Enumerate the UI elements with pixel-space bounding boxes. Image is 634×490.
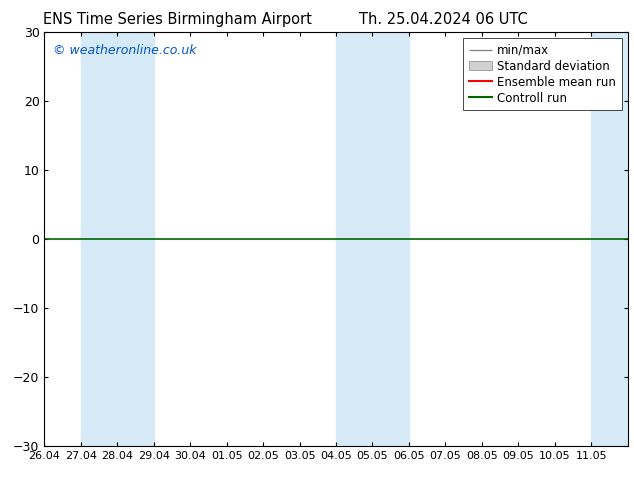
Text: ENS Time Series Birmingham Airport: ENS Time Series Birmingham Airport [43, 12, 312, 27]
Bar [336, 32, 409, 446]
Bar [591, 32, 628, 446]
Text: © weatheronline.co.uk: © weatheronline.co.uk [53, 44, 197, 57]
Legend: min/max, Standard deviation, Ensemble mean run, Controll run: min/max, Standard deviation, Ensemble me… [463, 38, 622, 110]
Bar [81, 32, 153, 446]
Text: Th. 25.04.2024 06 UTC: Th. 25.04.2024 06 UTC [359, 12, 528, 27]
